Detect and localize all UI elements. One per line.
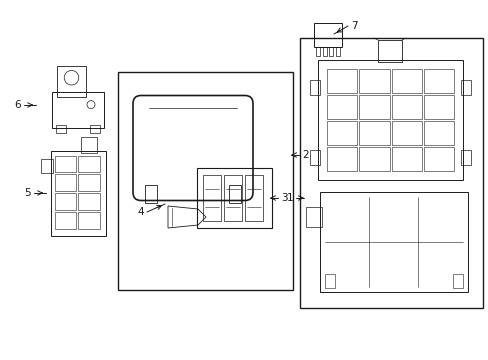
Bar <box>377 40 401 62</box>
Bar <box>309 150 319 165</box>
Bar <box>359 95 389 119</box>
Bar <box>317 60 462 180</box>
Bar <box>54 193 76 210</box>
Text: 7: 7 <box>350 21 357 31</box>
Bar <box>90 125 100 133</box>
Bar <box>244 175 263 221</box>
Bar <box>145 184 157 202</box>
Bar <box>460 80 470 95</box>
Bar <box>423 95 453 119</box>
Bar <box>423 121 453 145</box>
Bar <box>335 47 339 56</box>
Bar <box>326 121 357 145</box>
Bar <box>78 193 99 210</box>
Text: 4: 4 <box>137 207 143 217</box>
Bar <box>391 69 421 93</box>
Bar <box>54 212 76 229</box>
Bar <box>391 121 421 145</box>
Bar <box>325 274 334 288</box>
Bar <box>78 212 99 229</box>
Text: 6: 6 <box>14 100 21 110</box>
Bar <box>203 175 221 221</box>
Bar <box>326 69 357 93</box>
Bar <box>423 147 453 171</box>
Bar <box>57 66 85 97</box>
Bar <box>319 192 467 292</box>
Bar <box>326 95 357 119</box>
Bar <box>305 207 321 227</box>
Bar <box>50 150 105 235</box>
Bar <box>56 125 66 133</box>
Bar <box>316 47 320 56</box>
Bar <box>452 274 462 288</box>
Bar <box>52 92 104 128</box>
Bar <box>391 95 421 119</box>
Bar <box>328 47 332 56</box>
Bar <box>228 184 241 202</box>
Bar <box>118 72 292 290</box>
Bar <box>391 147 421 171</box>
Text: 1: 1 <box>286 193 292 203</box>
Bar <box>359 121 389 145</box>
Bar <box>309 80 319 95</box>
Bar <box>423 69 453 93</box>
Bar <box>54 174 76 191</box>
Bar <box>41 158 52 172</box>
Bar <box>197 168 271 228</box>
Bar <box>224 175 242 221</box>
Bar <box>81 136 97 153</box>
Bar <box>299 38 482 308</box>
Text: 2: 2 <box>302 150 308 160</box>
Bar <box>54 156 76 172</box>
Bar <box>313 23 341 47</box>
Text: 5: 5 <box>24 188 31 198</box>
Bar <box>78 156 99 172</box>
Bar <box>460 150 470 165</box>
Bar <box>326 147 357 171</box>
Bar <box>322 47 326 56</box>
Bar <box>359 69 389 93</box>
Bar <box>78 174 99 191</box>
Bar <box>359 147 389 171</box>
Text: 3: 3 <box>281 193 287 203</box>
